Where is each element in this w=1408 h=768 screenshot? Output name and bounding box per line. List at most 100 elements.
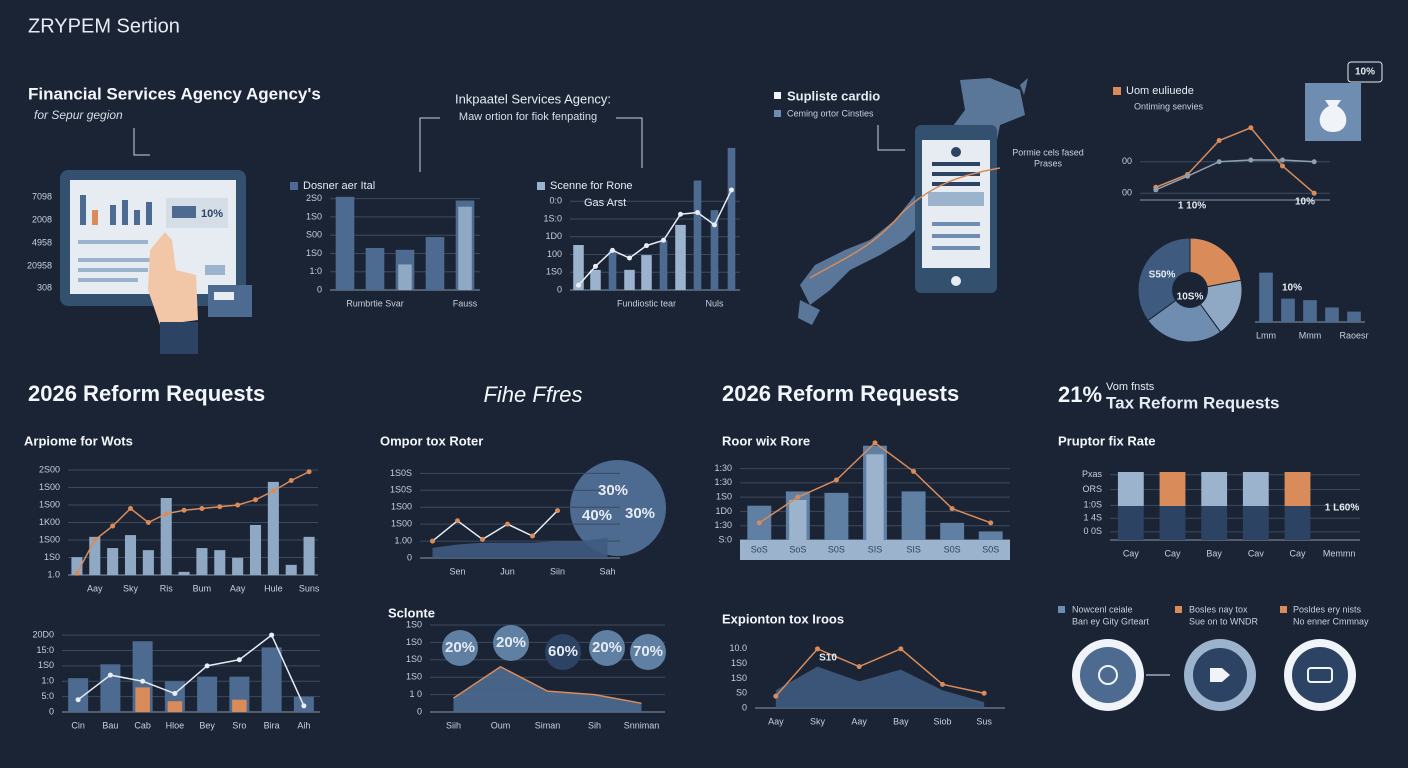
x-tick-label: Sen [449, 566, 465, 576]
line-marker [1280, 157, 1285, 163]
x-tick-label: Cin [71, 720, 85, 730]
line-marker [1185, 173, 1190, 179]
y-tick-label: 1 0 [409, 689, 422, 699]
y-tick-label: 10.0 [729, 643, 747, 653]
pie-slice [1189, 237, 1242, 291]
line-marker [644, 243, 649, 249]
annotation: 1 L60% [1325, 503, 1360, 514]
y-tick-label: 00 [1122, 188, 1132, 198]
bar [425, 237, 445, 290]
annotation: S50% [1149, 270, 1176, 281]
bar [1284, 472, 1311, 506]
line-marker [163, 511, 169, 517]
y-tick-label: 1S0 [406, 654, 422, 664]
panel-title: Supliste cardio [787, 88, 880, 103]
line-marker [729, 187, 734, 193]
line-marker [204, 663, 210, 669]
line-marker [75, 697, 81, 703]
y-tick-label: S0 [736, 688, 747, 698]
line-marker [795, 494, 801, 500]
panel-subtitle: Ceming ortor Cinsties [787, 108, 874, 118]
legend-swatch [537, 182, 545, 190]
y-tick-label: 1S0 [716, 492, 732, 502]
y-tick-label: ORS [1082, 484, 1102, 494]
annotation: 20% [592, 639, 622, 656]
y-tick-label: 1S0 [306, 248, 322, 258]
chart-title: Roor wix Rore [722, 433, 810, 448]
screen-label: 10% [201, 208, 223, 220]
x-tick-label: Cav [1248, 548, 1265, 558]
line-marker [627, 255, 632, 261]
x-tick-label: SIS [906, 544, 921, 554]
x-tick-label: Snniman [624, 720, 660, 730]
y-tick-label: 1S:0 [543, 213, 562, 223]
bar [710, 210, 719, 290]
note: Pormie cels fased [1012, 147, 1084, 157]
bar [641, 255, 652, 290]
bubble [442, 630, 478, 666]
bar [1117, 472, 1144, 506]
line-marker [110, 523, 116, 529]
line-marker [1248, 125, 1254, 131]
line-marker [199, 506, 205, 511]
icon-row [1058, 606, 1356, 711]
y-tick-label: 1D0 [715, 506, 732, 516]
y-tick-label: 1S0 [406, 672, 422, 682]
x-tick-label: Sky [123, 583, 139, 593]
x-tick-label: Bey [199, 720, 215, 730]
x-tick-label: Cay [1123, 548, 1140, 558]
legend-label: Scenne for Rone [550, 180, 633, 192]
y-tick-label: 0 [742, 702, 747, 712]
bar [68, 678, 89, 712]
bar [608, 250, 617, 290]
line-marker [940, 681, 945, 687]
bar [624, 269, 635, 290]
bar [335, 196, 355, 290]
line-marker [235, 502, 241, 508]
bar [285, 564, 297, 575]
area [432, 537, 608, 558]
line-marker [555, 508, 560, 514]
bar [1347, 311, 1361, 322]
highlight-circle [570, 460, 666, 556]
line-marker [1153, 187, 1159, 193]
x-tick-label: SoS [751, 544, 768, 554]
bar [1201, 506, 1228, 540]
bar [214, 550, 226, 575]
y-tick-label: 1S00 [39, 534, 60, 544]
section-heading: 2026 Reform Requests [722, 381, 959, 406]
line [1155, 126, 1315, 194]
x-tick-label: Lmm [1256, 330, 1276, 340]
x-tick-label: Nuls [705, 298, 724, 308]
y-tick-label: 0:0 [549, 196, 562, 206]
line-marker [576, 282, 581, 288]
bar [232, 557, 244, 575]
bar [1284, 506, 1311, 540]
bar [232, 699, 247, 712]
line-marker [270, 488, 276, 494]
legend-swatch [290, 182, 298, 190]
y-tick-label: 0 [417, 706, 422, 716]
line-marker [145, 520, 151, 525]
y-tick-label: 1:0 [41, 676, 54, 686]
legend-swatch [1113, 87, 1121, 95]
x-tick-label: Cay [1289, 548, 1306, 558]
bar [1201, 472, 1228, 506]
y-tick-label: 1.0 [47, 569, 60, 579]
x-tick-label: Ris [160, 583, 173, 593]
x-tick-label: Suns [299, 583, 320, 593]
bar [866, 454, 884, 540]
x-tick-label: Aay [87, 583, 103, 593]
axis-label: 20958 [27, 260, 52, 270]
x-tick-label: Memmn [1323, 548, 1356, 558]
y-tick-label: 2S00 [39, 464, 60, 474]
bar [167, 701, 183, 712]
bar [1259, 272, 1273, 322]
x-tick-label: Sah [599, 566, 615, 576]
y-tick-label: 1S0S [390, 468, 412, 478]
y-tick-label: 1S00 [391, 519, 412, 529]
x-tick-label: Fauss [453, 298, 478, 308]
icon-title: Bosles nay tox [1189, 604, 1248, 614]
x-tick-label: Cay [1164, 548, 1181, 558]
